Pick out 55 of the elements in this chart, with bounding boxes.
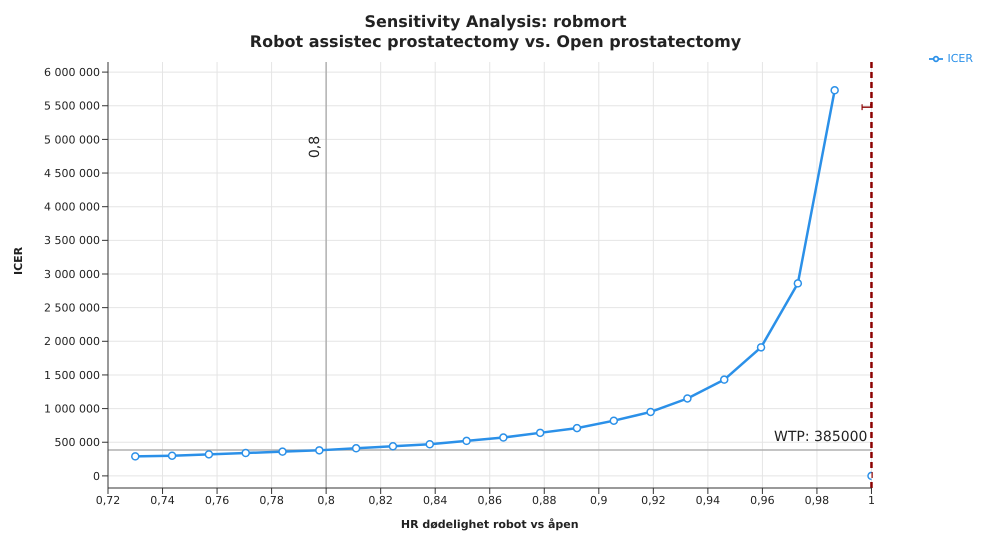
- point: [204, 450, 214, 459]
- x-axis-title: HR dødelighet robot vs åpen: [400, 518, 579, 531]
- y-tick-label: 2 500 000: [44, 302, 100, 315]
- y-tick-label: 4 500 000: [44, 166, 100, 180]
- point: [536, 428, 544, 438]
- point: [352, 444, 360, 453]
- y-tick-label: 500 000: [54, 436, 100, 450]
- ref-line-label: WTP: 385000: [774, 428, 868, 445]
- point: [720, 375, 728, 384]
- point: [499, 433, 508, 442]
- point: [610, 416, 618, 425]
- chart-title: Sensitivity Analysis: robmort: [364, 12, 628, 32]
- chart-subtitle: Robot assistec prostatectomy vs. Open prostatectomy: [248, 32, 742, 52]
- y-tick-label: 5 500 000: [44, 100, 100, 113]
- x-tick-label: 0,8: [317, 494, 335, 507]
- y-tick-label: 3 500 000: [44, 234, 100, 248]
- y-tick-label: 0: [93, 470, 100, 483]
- x-tick-label: 0,94: [696, 494, 720, 507]
- y-tick-label: 3 000 000: [44, 268, 100, 281]
- y-tick-label: 1 000 000: [44, 402, 100, 416]
- x-tick-label: 0,98: [804, 494, 830, 507]
- point: [646, 408, 655, 416]
- x-tick-label: 1: [868, 494, 875, 507]
- x-tick-label: 0,9: [590, 494, 608, 507]
- x-tick-label: 0,88: [532, 494, 557, 507]
- point: [241, 448, 250, 458]
- y-tick-label: 6 000 000: [44, 66, 100, 79]
- y-tick-label: 5 000 000: [44, 133, 100, 146]
- x-tick-label: 0,72: [96, 494, 120, 507]
- x-tick-label: 0,78: [259, 494, 284, 507]
- point: [131, 452, 140, 461]
- x-tick-label: 0,84: [422, 494, 448, 507]
- point: [315, 446, 324, 455]
- ref-line-label: 0,8: [307, 136, 324, 158]
- x-tick-label: 0,82: [368, 494, 393, 507]
- x-tick-label: 0,86: [477, 494, 502, 507]
- x-tick-label: 0,92: [641, 494, 666, 507]
- point: [388, 442, 398, 451]
- point: [830, 86, 839, 95]
- legend-label: ICER: [947, 52, 973, 66]
- x-tick-label: 0,76: [204, 494, 230, 507]
- point: [168, 451, 176, 460]
- y-tick-label: 1 500 000: [44, 368, 100, 382]
- x-tick-label: 0,96: [750, 494, 775, 507]
- point: [756, 343, 766, 352]
- point: [462, 436, 471, 446]
- y-tick-label: 2 000 000: [44, 335, 100, 348]
- point: [572, 424, 582, 432]
- point: [683, 394, 692, 403]
- y-tick-label: 4 000 000: [44, 200, 100, 214]
- y-axis-title: ICER: [12, 246, 25, 275]
- point: [278, 447, 287, 456]
- point: [794, 279, 802, 288]
- x-tick-label: 0,74: [150, 494, 175, 507]
- point: [426, 440, 434, 449]
